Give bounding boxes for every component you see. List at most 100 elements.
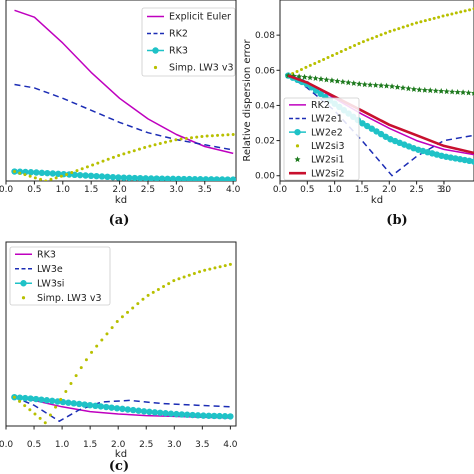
data-point [158,142,162,146]
data-point [335,51,339,55]
data-point [290,72,297,79]
x-tick-label: 2.0 [382,185,397,195]
data-point [348,46,352,50]
data-point [228,262,232,266]
data-point [113,405,121,412]
x-tick-label: 2.5 [139,440,153,450]
data-point [179,137,183,141]
data-point [106,157,110,161]
data-point [13,170,17,174]
data-point [91,163,95,167]
legend-label: RK3 [169,46,188,57]
data-point [432,16,436,20]
panel-b: 0.0 0.5 1.0 1.5 2.0 2.5 3.03. 0.00 0.02 0.04 0.06 0… [242,0,474,228]
data-point [28,174,32,178]
series-lw2si3 [286,7,474,78]
data-point [79,366,83,370]
data-point [151,409,158,416]
x-tick-label: 1.0 [327,185,342,195]
data-point [95,344,99,348]
data-point [183,411,191,418]
data-point [339,49,343,53]
y-axis-label: Relative dispersion error [242,38,253,161]
data-point [416,86,423,93]
data-point [100,338,104,342]
data-point [54,398,61,405]
x-axis-label: kd [371,195,383,206]
data-point [80,167,84,171]
data-point [18,399,22,403]
data-point [141,297,145,301]
legend-label: LW3e [37,264,63,275]
data-point [182,275,186,279]
data-point [405,85,412,92]
data-point [146,293,150,297]
x-tick-label: 3.0 [167,440,182,450]
data-point [423,19,427,23]
data-point [210,134,214,138]
data-point [226,133,230,137]
data-point [105,332,109,336]
legend-marker [295,144,300,148]
data-point [344,47,348,51]
data-point [84,358,88,362]
legend-label: LW2si1 [311,155,345,166]
legend: Explicit Euler RK2 RK3 Simp. LW3 v3 [141,7,236,77]
data-point [180,175,188,181]
data-point [48,413,52,417]
data-point [326,55,330,59]
data-point [361,40,365,44]
data-point [33,412,37,416]
data-point [213,266,217,270]
data-point [205,134,209,138]
data-point [82,172,89,179]
x-tick-label: 0.0 [273,185,288,195]
x-tick-label: 0.5 [300,185,314,195]
data-point [59,174,63,178]
data-point [111,155,115,159]
data-point [130,406,137,414]
data-point [330,53,334,57]
data-point [76,400,83,408]
data-point [27,395,34,402]
data-point [162,410,169,417]
data-point [334,78,341,84]
data-point [208,176,215,181]
legend-label: LW2e1 [311,114,343,125]
data-point [177,277,181,281]
data-point [383,82,390,89]
x-tick-label: 1.5 [84,185,98,195]
data-point [308,63,312,67]
data-point [210,412,218,420]
data-point [126,310,130,314]
data-point [363,122,371,130]
data-point [59,397,63,401]
data-point [449,88,456,95]
data-point [108,404,115,411]
legend-marker [20,280,27,287]
x-tick-label: 4.0 [226,185,241,195]
data-point [49,397,56,405]
data-point [223,264,227,268]
x-tick-label: 3.0 [437,185,452,195]
data-point [313,61,317,65]
data-point [414,21,418,25]
data-point [117,153,121,157]
data-point [153,175,160,181]
x-tick-label: 0.0 [0,185,13,195]
data-point [124,406,132,413]
data-point [189,411,196,419]
data-point [81,401,88,408]
data-point [328,77,335,84]
data-point [203,268,207,272]
legend-label: LW2e2 [311,127,343,138]
legend-label: Simp. LW3 v3 [169,63,234,74]
data-point [153,143,157,147]
data-point [148,144,152,148]
plot-area [11,9,236,181]
data-point [173,410,180,418]
data-point [38,396,45,403]
plot-area [11,262,234,425]
data-point [427,87,434,94]
